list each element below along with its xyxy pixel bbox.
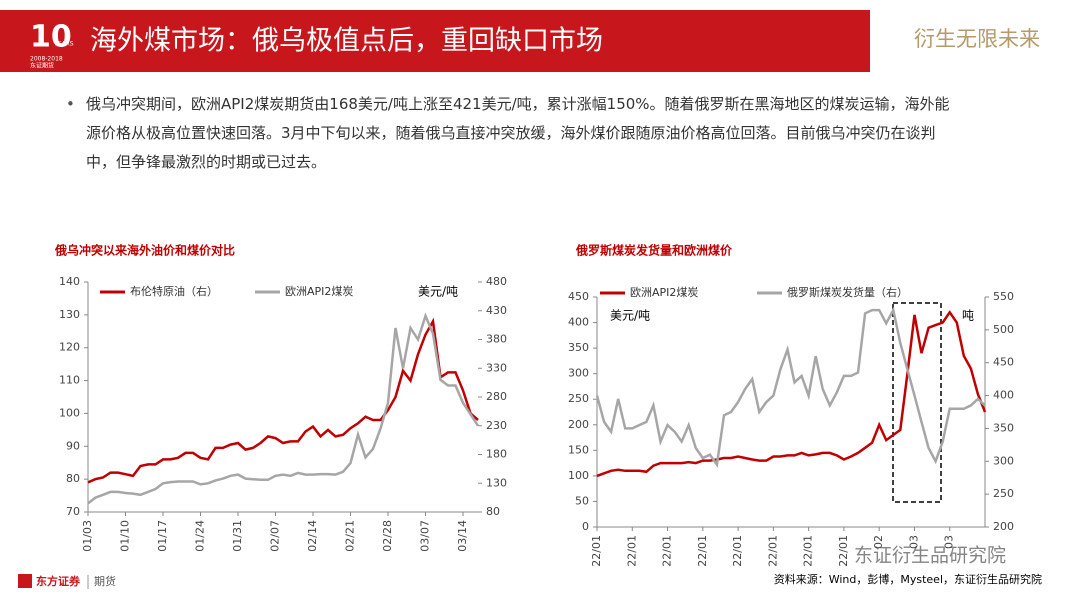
slogan: 衍生无限未来: [914, 27, 1040, 51]
y2-tick-label: 130: [486, 476, 507, 489]
y2-tick-label: 330: [486, 361, 507, 374]
y-tick-label: 80: [66, 472, 80, 485]
x-tick-label: 02/21: [344, 520, 357, 552]
y2-tick-label: 300: [993, 454, 1014, 467]
x-tick-label: 01/24: [194, 520, 207, 552]
y2-tick-label: 250: [993, 487, 1014, 500]
legend-label: 布伦特原油（右）: [130, 284, 218, 298]
y-tick-label: 300: [568, 367, 589, 380]
footer-logo-icon: [18, 574, 32, 588]
unit-label: 美元/吨: [418, 285, 458, 299]
y-tick-label: 140: [59, 275, 80, 288]
x-tick-label: 01/17: [156, 520, 169, 552]
logo-years: 2008-2018: [30, 56, 63, 63]
y-tick-label: 100: [59, 406, 80, 419]
y2-tick-label: 380: [486, 333, 507, 346]
unit-label: 吨: [962, 309, 974, 323]
y-tick-label: 0: [582, 520, 589, 533]
x-tick-label: 02/28: [381, 520, 394, 552]
y-tick-label: 110: [59, 374, 80, 387]
x-tick-label: 03/14: [456, 520, 469, 552]
y2-tick-label: 430: [486, 304, 507, 317]
x-tick-label: 03: [943, 535, 956, 549]
y2-tick-label: 180: [486, 448, 507, 461]
y-tick-label: 90: [66, 439, 80, 452]
x-tick-label: 03: [907, 535, 920, 549]
y2-tick-label: 230: [486, 419, 507, 432]
y2-tick-label: 500: [993, 323, 1014, 336]
x-tick-label: 22/01: [766, 535, 779, 567]
x-tick-label: 03/07: [419, 520, 432, 552]
y2-tick-label: 480: [486, 275, 507, 288]
x-tick-label: 22/01: [590, 535, 603, 567]
x-tick-label: 22/01: [696, 535, 709, 567]
series-line: [87, 317, 479, 484]
x-tick-label: 22/01: [625, 535, 638, 567]
y-tick-label: 400: [568, 316, 589, 329]
header-bar: [0, 10, 870, 72]
y2-tick-label: 550: [993, 290, 1014, 303]
y2-tick-label: 450: [993, 356, 1014, 369]
footer-unit: 期货: [94, 574, 116, 588]
y2-tick-label: 350: [993, 421, 1014, 434]
legend-label: 欧洲API2煤炭: [630, 286, 698, 299]
y-tick-label: 200: [568, 418, 589, 431]
legend-label: 俄罗斯煤炭发货量（右）: [787, 285, 908, 299]
chart-title: 俄乌冲突以来海外油价和煤价对比: [54, 243, 235, 258]
unit-label: 美元/吨: [610, 309, 650, 323]
watermark: 东证衍生品研究院: [854, 545, 1006, 567]
highlight-box: [892, 302, 942, 503]
x-tick-label: 22/01: [837, 535, 850, 567]
x-tick-label: 02: [872, 535, 885, 549]
x-tick-label: 01/10: [119, 520, 132, 552]
y-tick-label: 250: [568, 392, 589, 405]
y-tick-label: 50: [575, 494, 589, 507]
logo: 10: [30, 20, 72, 55]
x-tick-label: 22/01: [731, 535, 744, 567]
y-tick-label: 100: [568, 469, 589, 482]
bullet-text: 俄乌冲突期间，欧洲API2煤炭期货由168美元/吨上涨至421美元/吨，累计涨幅…: [66, 90, 956, 177]
footer-brand: 东方证券: [36, 574, 81, 588]
logo-sub: YEARS: [53, 41, 74, 48]
legend-label: 欧洲API2煤炭: [285, 285, 353, 298]
x-tick-label: 22/01: [661, 535, 674, 567]
logo-brand: 东证期货: [30, 62, 54, 70]
chart-title: 俄罗斯煤炭发货量和欧洲煤价: [575, 243, 733, 258]
series-line: [596, 310, 987, 478]
y2-tick-label: 200: [993, 520, 1014, 533]
header-title: 海外煤市场：俄乌极值点后，重回缺口市场: [90, 26, 603, 57]
x-tick-label: 01/31: [231, 520, 244, 552]
y2-tick-label: 80: [486, 505, 500, 518]
y-tick-label: 150: [568, 443, 589, 456]
x-tick-label: 02/14: [306, 520, 319, 552]
y-tick-label: 450: [568, 290, 589, 303]
x-tick-label: 02/07: [269, 520, 282, 552]
y-tick-label: 350: [568, 341, 589, 354]
x-tick-label: 01/03: [81, 520, 94, 552]
y2-tick-label: 400: [993, 389, 1014, 402]
series-line: [87, 312, 480, 505]
y-tick-label: 130: [59, 308, 80, 321]
y-tick-label: 120: [59, 341, 80, 354]
y-tick-label: 70: [66, 505, 80, 518]
source-note: 资料来源：Wind，彭博，Mysteel，东证衍生品研究院: [774, 572, 1042, 586]
series-line: [595, 306, 986, 468]
y2-tick-label: 280: [486, 390, 507, 403]
x-tick-label: 22/01: [802, 535, 815, 567]
